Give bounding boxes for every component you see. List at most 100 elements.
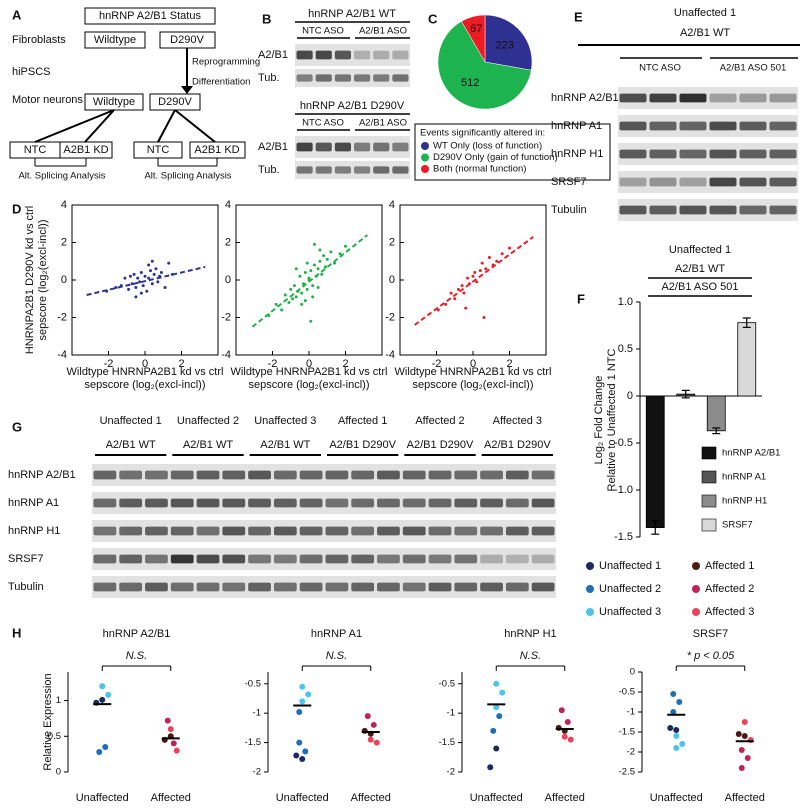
- y-tick-label: -4: [57, 349, 67, 361]
- blot-background: [92, 548, 556, 570]
- blot-band: [315, 142, 332, 152]
- dot: [561, 733, 568, 740]
- y-tick-label: -1.5: [245, 737, 261, 748]
- blot-band: [619, 93, 647, 103]
- scatter-point: [318, 248, 322, 252]
- header-label: Unaffected 1: [669, 244, 731, 256]
- legend-label: hnRNP A1: [722, 472, 766, 483]
- x-tick-label: Affected: [545, 792, 585, 804]
- scatter-point: [309, 269, 313, 273]
- scatter-point: [150, 282, 154, 286]
- x-tick-label: Affected: [725, 792, 765, 804]
- dot: [738, 747, 745, 753]
- panel-letter: C: [428, 11, 438, 26]
- dot: [744, 755, 751, 761]
- pie-slice: [437, 20, 532, 110]
- dot: [567, 736, 574, 743]
- scatter-point: [436, 308, 440, 312]
- blot-band: [709, 121, 737, 131]
- scatter-point: [320, 272, 324, 276]
- blot-band: [619, 177, 647, 187]
- row-label: hnRNP A2/B1: [8, 469, 76, 481]
- y-tick-label: -1.5: [614, 531, 633, 543]
- blot-band: [334, 50, 351, 60]
- blot-background: [618, 171, 798, 193]
- y-tick-label: 0: [627, 390, 633, 402]
- blot-band: [649, 93, 677, 103]
- blot-band: [196, 498, 220, 508]
- blot-band: [351, 582, 375, 592]
- blot-band: [351, 526, 375, 536]
- blot-band: [273, 498, 297, 508]
- x-axis-label: Wildtype HNRNPA2B1 kd vs ctrl: [231, 366, 388, 378]
- dot: [373, 739, 380, 746]
- scatter-point: [478, 269, 482, 273]
- scatter-point: [333, 261, 337, 265]
- x-tick-label: 0: [306, 358, 312, 370]
- blot-band: [222, 470, 246, 480]
- blot-band: [709, 177, 737, 187]
- scatter-point: [484, 267, 488, 271]
- y-tick-label: -2: [447, 767, 455, 778]
- panel-letter: F: [577, 291, 585, 306]
- blot-band: [531, 498, 555, 508]
- blot-band: [299, 470, 323, 480]
- blot-band: [145, 582, 168, 592]
- blot-band: [119, 582, 143, 592]
- scatter-point: [156, 280, 160, 284]
- dot: [673, 733, 680, 739]
- pie-value-label: 223: [496, 39, 514, 51]
- blot-band: [531, 582, 555, 592]
- blot-band: [248, 526, 271, 536]
- blot-band: [505, 582, 529, 592]
- annotation: N.S.: [126, 650, 147, 662]
- scatter-point: [130, 282, 134, 286]
- scatter-point: [298, 274, 302, 278]
- y-tick-label: -4: [221, 349, 231, 361]
- box: [84, 31, 146, 49]
- blot-band: [170, 554, 194, 564]
- blot-band: [402, 526, 426, 536]
- blot-band: [679, 121, 707, 131]
- x-tick-label: -2: [432, 358, 442, 370]
- dot: [99, 683, 106, 690]
- row-label: A2/B1: [258, 141, 288, 153]
- dot: [667, 725, 674, 731]
- scatter-point: [508, 246, 511, 250]
- scatter-point: [344, 244, 347, 248]
- dot: [299, 698, 306, 705]
- y-tick-label: -2.5: [619, 767, 635, 778]
- y-axis-label: Relative to Unaffected 1 NTC: [606, 349, 618, 492]
- x-axis-label: sepscore (log₂(excl-incl)): [412, 379, 533, 391]
- blot-background: [295, 161, 410, 179]
- blot-band: [170, 498, 194, 508]
- blot-band: [480, 526, 503, 536]
- dot: [370, 721, 377, 728]
- blot-band: [273, 470, 297, 480]
- chart-title: hnRNP A1: [311, 628, 362, 640]
- y-tick-label: 0.5: [618, 343, 633, 355]
- blot-band: [428, 470, 452, 480]
- scatter-point: [294, 267, 298, 271]
- blot-band: [351, 554, 375, 564]
- blot-band: [119, 498, 143, 508]
- dot: [299, 683, 306, 690]
- blot-band: [769, 177, 797, 187]
- scatter-point: [145, 289, 149, 293]
- dot: [293, 752, 300, 759]
- fit-line: [86, 265, 206, 296]
- genotype-label: A2/B1 WT: [183, 439, 233, 451]
- dot: [741, 719, 748, 725]
- blot-band: [392, 74, 409, 82]
- scatter-point: [471, 274, 475, 278]
- legend-label: Unaffected 2: [599, 583, 661, 595]
- blot-band: [619, 149, 647, 159]
- dot: [105, 691, 112, 698]
- panel-letter: B: [262, 11, 271, 26]
- pie-value-label: 67: [470, 23, 482, 35]
- chart-title: hnRNP A2/B1: [103, 628, 171, 640]
- legend-label: Affected 3: [705, 606, 754, 618]
- scatter-point: [294, 295, 298, 299]
- legend-swatch: [701, 470, 717, 484]
- dot: [493, 704, 500, 711]
